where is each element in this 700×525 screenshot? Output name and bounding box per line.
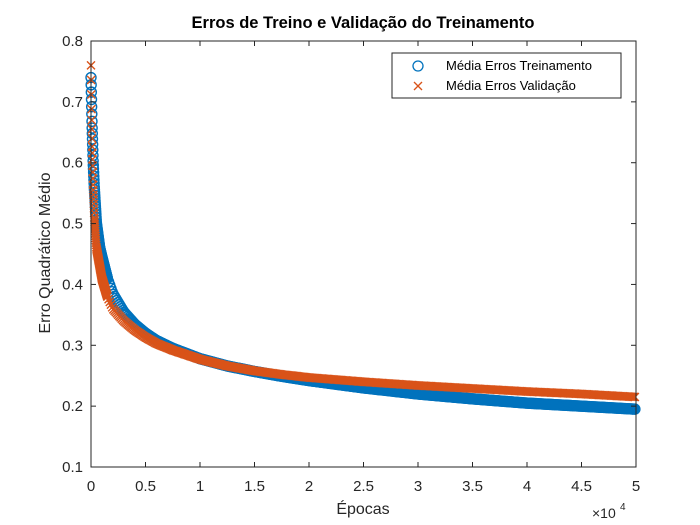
y-tick-label: 0.7	[62, 94, 83, 111]
validation-point	[106, 300, 116, 310]
x-tick-label: 0.5	[135, 478, 156, 495]
y-tick-label: 0.2	[62, 398, 83, 415]
validation-point	[87, 133, 97, 143]
validation-point	[102, 292, 112, 302]
x-tick-label: 3	[414, 478, 422, 495]
x-tick-label: 2	[305, 478, 313, 495]
legend-label-val: Média Erros Validação	[446, 78, 576, 93]
train-point	[629, 403, 641, 415]
y-tick-label: 0.5	[62, 216, 83, 233]
y-tick-label: 0.8	[62, 33, 83, 50]
x-tick-label: 4	[523, 478, 531, 495]
x-exponent: ×10 4	[592, 502, 626, 521]
legend-marker-train	[412, 60, 424, 72]
x-axis-label: Épocas	[336, 499, 389, 518]
y-tick-label: 0.3	[62, 337, 83, 354]
y-tick-label: 0.1	[62, 459, 83, 476]
train-point	[86, 122, 98, 134]
chart-title: Erros de Treino e Validação do Treinamen…	[192, 14, 535, 32]
legend-marker-val	[413, 81, 423, 91]
x-tick-label: 0	[87, 478, 95, 495]
y-axis-label: Erro Quadrático Médio	[37, 172, 54, 333]
validation-point	[87, 124, 97, 134]
x-tick-label: 3.5	[462, 478, 483, 495]
legend-label-train: Média Erros Treinamento	[446, 58, 592, 73]
validation-point	[105, 297, 115, 307]
series-validation	[86, 60, 640, 402]
validation-point	[628, 392, 638, 402]
x-tick-label: 2.5	[353, 478, 374, 495]
x-tick-label: 4.5	[571, 478, 592, 495]
legend: Média Erros Treinamento Média Erros Vali…	[391, 52, 622, 99]
validation-point	[104, 294, 114, 304]
x-exponent-power: 4	[620, 502, 626, 513]
y-tick-label: 0.4	[62, 276, 83, 293]
ticks-layer: 0 0.5 1 1.5 2 2.5 3 3.5 4 4.5 5 0.1 0.2 0.3 0.4 0.5 0.6 0…	[62, 33, 640, 495]
train-point	[87, 163, 100, 175]
train-point	[87, 144, 99, 156]
x-exponent-base: ×10	[592, 505, 616, 521]
validation-point	[630, 392, 640, 402]
series-layer	[85, 60, 641, 415]
train-point	[86, 115, 98, 128]
x-tick-label: 1	[196, 478, 204, 495]
x-tick-label: 5	[632, 478, 640, 495]
train-point	[86, 133, 99, 145]
validation-point	[626, 392, 636, 402]
validation-point	[87, 115, 97, 125]
legend-box	[391, 52, 622, 99]
x-tick-label: 1.5	[244, 478, 265, 495]
y-tick-label: 0.6	[62, 155, 83, 172]
